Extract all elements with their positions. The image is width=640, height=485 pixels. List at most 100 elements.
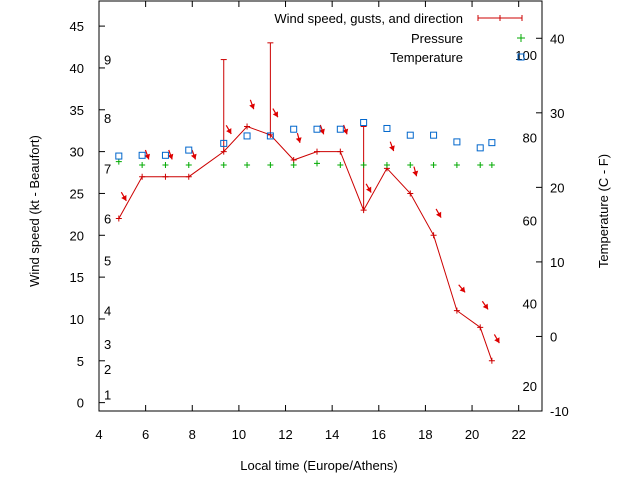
wind-speed-point bbox=[337, 148, 344, 155]
pressure-point bbox=[488, 162, 495, 168]
arrow-head bbox=[144, 153, 150, 160]
x-tick-label: 12 bbox=[278, 427, 292, 442]
beaufort-label: 2 bbox=[104, 362, 111, 377]
y-left-tick-label: 35 bbox=[70, 103, 84, 118]
y-left-tick-label: 15 bbox=[70, 270, 84, 285]
arrow-head bbox=[412, 170, 419, 177]
temperature-point bbox=[161, 151, 169, 159]
arrow-head bbox=[435, 211, 442, 218]
wind-direction-arrow bbox=[481, 300, 489, 310]
wind-speed-point bbox=[290, 156, 297, 163]
x-axis-label: Local time (Europe/Athens) bbox=[240, 458, 398, 473]
y-left-tick-label: 30 bbox=[70, 145, 84, 160]
wind-speed-point bbox=[314, 148, 321, 155]
temperature-point bbox=[185, 146, 193, 154]
arrow-head bbox=[190, 153, 197, 160]
arrow-head bbox=[167, 153, 174, 160]
wind-speed-line bbox=[118, 125, 493, 361]
wind-direction-arrow bbox=[412, 166, 419, 177]
pressure-point bbox=[220, 162, 227, 168]
arrow-head bbox=[121, 195, 127, 201]
temperature-point bbox=[453, 138, 461, 146]
temperature-point bbox=[430, 131, 438, 139]
beaufort-label: 7 bbox=[104, 161, 111, 176]
plot-frame bbox=[98, 0, 543, 412]
wind-speed-point bbox=[244, 123, 251, 130]
wind-speed-point bbox=[407, 190, 414, 197]
wind-direction-arrow bbox=[190, 149, 197, 160]
pressure-point bbox=[337, 162, 344, 168]
beaufort-label: 9 bbox=[104, 53, 111, 68]
x-tick-label: 22 bbox=[511, 427, 525, 442]
temperature-point bbox=[383, 124, 391, 132]
arrow-head bbox=[249, 103, 255, 110]
x-tick-label: 10 bbox=[232, 427, 246, 442]
arrow-head bbox=[342, 128, 349, 135]
y-right-axis-label: Temperature (C - F) bbox=[596, 154, 611, 268]
pressure-point bbox=[360, 162, 367, 168]
temp-f-tick-label: 80 bbox=[523, 131, 537, 146]
temp-c-tick-label: 30 bbox=[550, 106, 564, 121]
x-tick-label: 4 bbox=[95, 427, 102, 442]
temperature-point bbox=[290, 125, 298, 133]
x-tick-label: 14 bbox=[325, 427, 339, 442]
temp-c-tick-label: 10 bbox=[550, 255, 564, 270]
arrow-head bbox=[295, 137, 302, 143]
beaufort-label: 4 bbox=[104, 304, 111, 319]
wind-direction-arrow bbox=[144, 149, 150, 160]
temp-c-tick-label: 0 bbox=[550, 329, 557, 344]
wind-direction-arrow bbox=[389, 141, 395, 152]
arrow-head bbox=[389, 145, 395, 152]
wind-speed-point bbox=[139, 173, 146, 180]
x-tick-label: 18 bbox=[418, 427, 432, 442]
wind-direction-arrow bbox=[225, 124, 232, 135]
x-tick-label: 8 bbox=[189, 427, 196, 442]
temp-c-tick-label: -10 bbox=[550, 404, 569, 419]
y-left-axis-label: Wind speed (kt - Beaufort) bbox=[27, 135, 42, 287]
temperature-point bbox=[476, 144, 484, 152]
temperature-point bbox=[115, 152, 123, 160]
y-left-tick-label: 5 bbox=[77, 354, 84, 369]
pressure-point bbox=[139, 162, 146, 168]
legend-label-pressure: Pressure bbox=[411, 31, 463, 46]
y-left-tick-label: 20 bbox=[70, 228, 84, 243]
temperature-point bbox=[488, 139, 496, 147]
y-left-tick-label: 10 bbox=[70, 312, 84, 327]
x-tick-label: 6 bbox=[142, 427, 149, 442]
temperature-point bbox=[406, 131, 414, 139]
temp-f-tick-label: 100 bbox=[515, 48, 537, 63]
wind-direction-arrow bbox=[342, 124, 349, 135]
pressure-point bbox=[267, 162, 274, 168]
arrow-head bbox=[319, 128, 325, 135]
temperature-point bbox=[243, 132, 251, 140]
wind-speed-point bbox=[162, 173, 169, 180]
pressure-point bbox=[407, 162, 414, 168]
arrow-head bbox=[366, 186, 372, 193]
wind-direction-arrow bbox=[435, 208, 442, 218]
wind-speed-point bbox=[488, 357, 495, 364]
legend-label-temperature: Temperature bbox=[390, 50, 463, 65]
arrow-head bbox=[482, 303, 489, 310]
legend-label-wind: Wind speed, gusts, and direction bbox=[274, 11, 463, 26]
temperature-point bbox=[266, 132, 274, 140]
pressure-point bbox=[115, 158, 122, 165]
beaufort-label: 3 bbox=[104, 337, 111, 352]
wind-direction-arrow bbox=[458, 284, 466, 293]
wind-direction-arrow bbox=[319, 124, 325, 135]
beaufort-label: 6 bbox=[104, 212, 111, 227]
y-left-tick-label: 0 bbox=[77, 396, 84, 411]
wind-direction-arrow bbox=[493, 334, 500, 344]
temp-f-tick-label: 40 bbox=[523, 296, 537, 311]
x-tick-label: 16 bbox=[372, 427, 386, 442]
wind-direction-arrow bbox=[295, 132, 302, 143]
temp-c-tick-label: 40 bbox=[550, 31, 564, 46]
y-left-tick-label: 25 bbox=[70, 186, 84, 201]
temp-f-tick-label: 20 bbox=[523, 379, 537, 394]
arrow-head bbox=[272, 111, 278, 118]
temperature-point bbox=[313, 125, 321, 133]
x-tick-label: 20 bbox=[465, 427, 479, 442]
wind-direction-arrow bbox=[365, 183, 372, 193]
wind-direction-arrow bbox=[120, 191, 127, 202]
wind-speed-point bbox=[185, 173, 192, 180]
